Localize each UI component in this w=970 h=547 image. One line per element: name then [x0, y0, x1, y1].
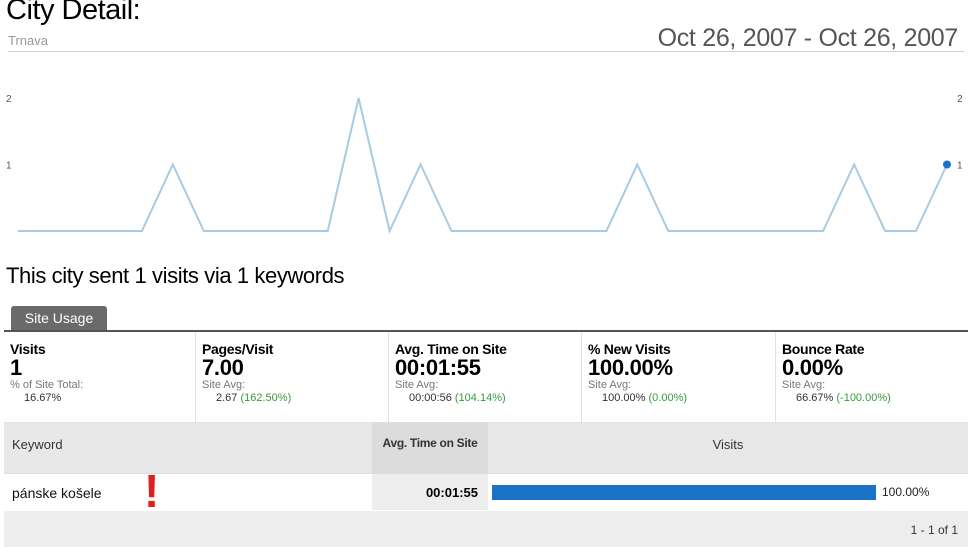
column-header-avg-time[interactable]: Avg. Time on Site — [372, 423, 488, 473]
metric-value: 7.00 — [202, 355, 244, 380]
visits-bar-fill — [492, 485, 876, 500]
column-header-visits[interactable]: Visits — [712, 437, 744, 452]
metric-label: Pages/Visit — [202, 341, 274, 357]
y-tick-label-left: 2 — [6, 94, 12, 105]
avg-time-cell — [372, 474, 488, 510]
metric-site-avg-label: Site Avg: — [782, 379, 826, 391]
metric-bounce-rate[interactable]: Bounce Rate 0.00% Site Avg: 66.67% (-100… — [776, 332, 968, 422]
summary-heading: This city sent 1 visits via 1 keywords — [6, 263, 345, 288]
city-name: Trnava — [8, 33, 48, 48]
metric-percent-change: (162.50%) — [240, 392, 292, 404]
metric-percent-change: (104.14%) — [454, 392, 506, 404]
metric-value: 0.00% — [782, 355, 843, 380]
column-header-keyword[interactable]: Keyword — [12, 437, 63, 452]
metric-site-avg-label: % of Site Total: — [10, 379, 84, 391]
metric-site-avg-label: Site Avg: — [588, 379, 632, 391]
header-divider — [8, 51, 964, 52]
metric-label: Bounce Rate — [782, 341, 865, 357]
metric-value: 100.00% — [588, 355, 673, 380]
visits-percent: 100.00% — [882, 485, 930, 499]
metrics-divider — [4, 422, 968, 423]
table-row: pánske košele ! 00:01:55 100.00% — [4, 466, 968, 516]
date-range[interactable]: Oct 26, 2007 - Oct 26, 2007 — [657, 24, 959, 52]
metric-value: 00:01:55 — [395, 355, 481, 380]
metric-site-avg-value: 16.67% — [24, 392, 62, 404]
metric-label: Visits — [10, 341, 46, 357]
metric-site-avg-label: Site Avg: — [395, 379, 439, 391]
pagination-text: 1 - 1 of 1 — [910, 523, 958, 537]
page-title: City Detail: — [6, 0, 141, 26]
tab-divider — [4, 330, 968, 332]
avg-time-value: 00:01:55 — [425, 485, 478, 500]
metric-label: % New Visits — [588, 341, 671, 357]
metric-site-avg-value: 00:00:56 (104.14%) — [409, 392, 506, 404]
metric-site-avg-value: 100.00% (0.00%) — [602, 392, 688, 404]
last-data-point — [943, 160, 951, 169]
metric-value: 1 — [10, 355, 22, 380]
metric-new-visits[interactable]: % New Visits 100.00% Site Avg: 100.00% (… — [582, 332, 776, 422]
metric-avg-time-on-site[interactable]: Avg. Time on Site 00:01:55 Site Avg: 00:… — [389, 332, 582, 422]
metric-visits[interactable]: Visits 1 % of Site Total: 16.67% — [4, 332, 196, 422]
visits-line-chart: 2 1 2 1 — [6, 94, 963, 235]
y-tick-label-left: 1 — [6, 161, 12, 172]
visits-series-line — [18, 97, 948, 235]
y-tick-label-right: 2 — [957, 94, 963, 105]
y-tick-label-right: 1 — [957, 161, 963, 172]
metric-percent-change: (0.00%) — [648, 392, 688, 404]
metric-pages-per-visit[interactable]: Pages/Visit 7.00 Site Avg: 2.67 (162.50%… — [196, 332, 389, 422]
tab-site-usage[interactable]: Site Usage — [11, 306, 107, 330]
visits-bar-track — [492, 485, 876, 500]
table-header: Keyword Avg. Time on Site Visits — [4, 423, 968, 473]
metric-label: Avg. Time on Site — [395, 341, 507, 357]
pagination-bar: 1 - 1 of 1 — [4, 511, 968, 547]
warning-exclamation-icon: ! — [144, 465, 160, 517]
keyword-link[interactable]: pánske košele — [12, 485, 102, 501]
metric-site-avg-value: 66.67% (-100.00%) — [796, 392, 891, 404]
metric-percent-change: (-100.00%) — [836, 392, 891, 404]
metric-site-avg-label: Site Avg: — [202, 379, 246, 391]
metric-site-avg-value: 2.67 (162.50%) — [216, 392, 292, 404]
